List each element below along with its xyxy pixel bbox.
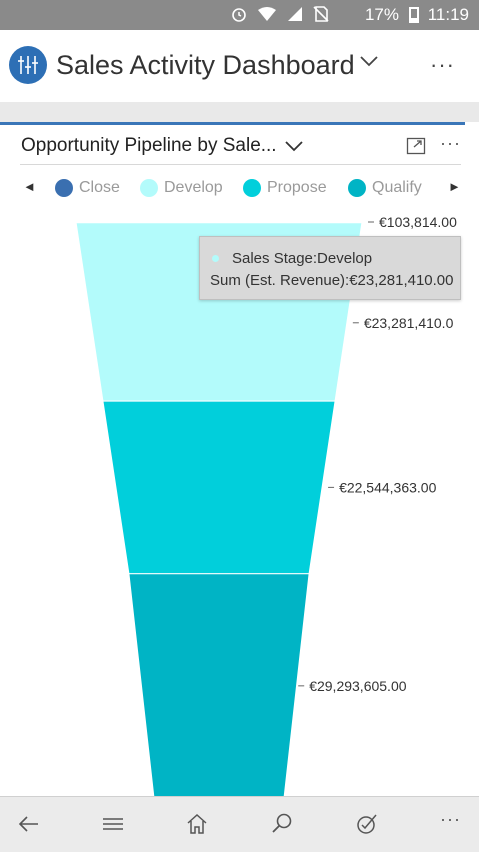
legend-label: Close [79,179,120,196]
status-bar: 17% 11:19 [0,0,479,30]
tooltip-value: Sum (Est. Revenue):€23,281,410.00 [210,272,454,289]
header-divider [0,102,479,122]
legend-item-close[interactable]: Close [55,176,120,200]
clock: 11:19 [427,5,469,24]
funnel-chart: €103,814.00 €23,281,410.0 €22,544,363.00 €2… [75,214,457,798]
back-icon[interactable] [16,811,42,837]
legend-dot [140,179,158,197]
legend-label: Develop [164,179,223,196]
chart-title[interactable]: Opportunity Pipeline by Sale... [21,135,277,156]
expand-icon[interactable] [406,137,426,155]
data-label-close: €103,814.00 [379,214,457,230]
home-icon[interactable] [184,811,210,837]
wifi-icon [258,7,276,21]
legend-next-button[interactable]: ► [448,179,461,194]
legend-dot [243,179,261,197]
legend-label: Qualify [372,179,422,196]
data-label-propose: €22,544,363.00 [339,479,437,495]
nav-more-button[interactable]: ··· [440,809,461,829]
battery-icon [409,7,419,23]
signal-icon [288,7,302,21]
activity-icon[interactable] [354,811,380,837]
card-accent-bar [0,122,465,125]
menu-icon[interactable] [100,811,126,837]
no-sim-icon [313,6,329,22]
status-icons [231,6,329,22]
legend-prev-button[interactable]: ◄ [23,179,36,194]
legend-label: Propose [267,179,327,196]
page-title: Sales Activity Dashboard [56,50,355,80]
sales-dashboard-icon[interactable] [9,46,47,84]
data-label-qualify: €29,293,605.00 [309,678,407,694]
legend-item-qualify[interactable]: Qualify [348,176,422,200]
tooltip-series-dot [212,255,219,262]
funnel-segment-propose[interactable] [102,400,336,575]
chart-more-button[interactable]: ··· [440,133,461,153]
chart-header: Opportunity Pipeline by Sale... ··· [20,133,461,165]
more-options-button[interactable]: ··· [430,52,455,77]
chevron-down-icon[interactable] [283,137,305,155]
chart-legend: ◄ Close Develop Propose Qualify ► [20,176,465,200]
tooltip-stage: Sales Stage:Develop [232,250,373,267]
data-label-develop: €23,281,410.0 [364,315,454,331]
search-icon[interactable] [269,811,295,837]
battery-percent: 17% [364,5,399,24]
funnel-segment-qualify[interactable] [128,573,310,798]
legend-dot [348,179,366,197]
bottom-nav-bar: ··· [0,796,479,852]
alarm-icon [232,8,246,22]
legend-item-propose[interactable]: Propose [243,176,327,200]
chevron-down-icon[interactable] [358,50,380,72]
app-header: Sales Activity Dashboard ··· [0,30,479,102]
legend-item-develop[interactable]: Develop [140,176,223,200]
chart-tooltip: Sales Stage:Develop Sum (Est. Revenue):€… [199,236,461,300]
legend-dot [55,179,73,197]
